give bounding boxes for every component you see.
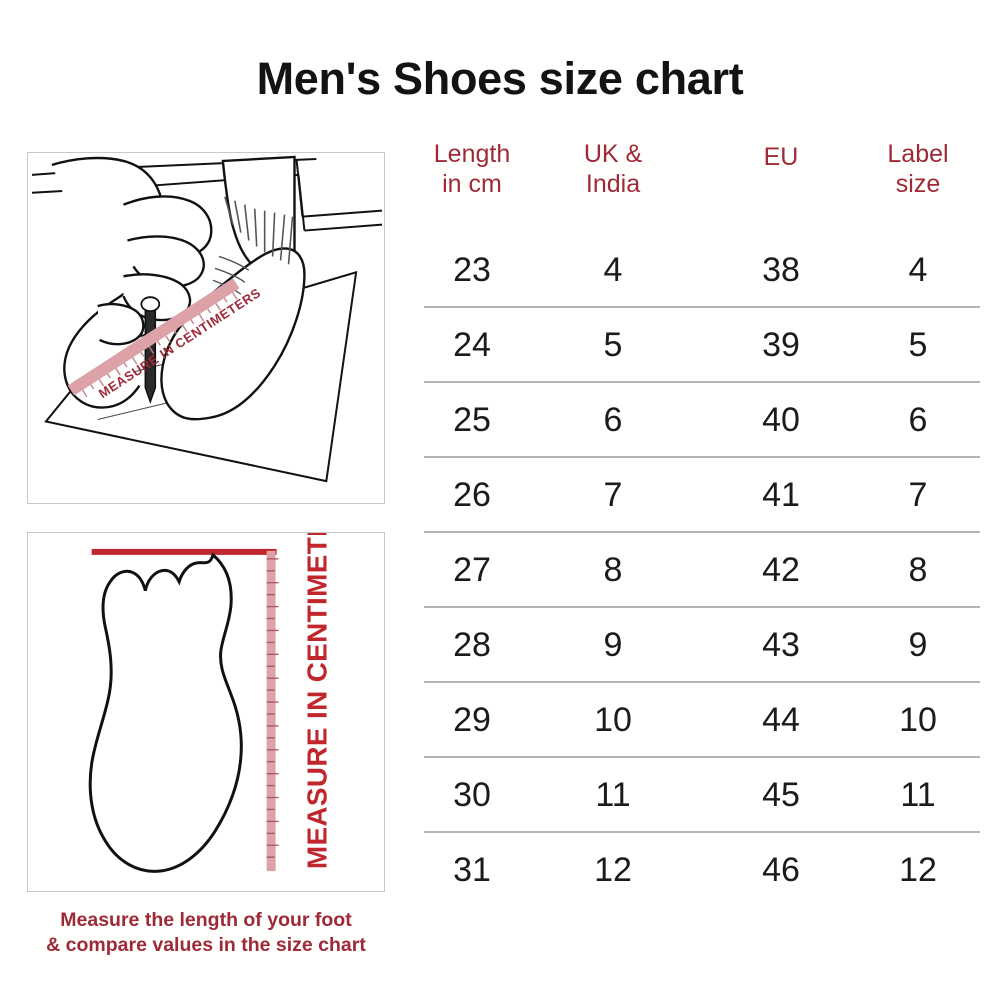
- table-cell: 24: [424, 306, 520, 382]
- table-cell: 12: [856, 831, 980, 906]
- shoe-size-table: Length in cm UK & India EU Label size: [424, 140, 980, 906]
- table-cell: 11: [856, 756, 980, 832]
- column-header-length: Length in cm: [424, 140, 520, 233]
- table-cell: 6: [520, 381, 706, 457]
- table-cell: 39: [706, 306, 856, 382]
- table-cell: 30: [424, 756, 520, 832]
- table-cell: 7: [856, 456, 980, 532]
- column-header-uk-india-line1: UK &: [583, 140, 643, 168]
- table-cell: 28: [424, 606, 520, 682]
- table-cell: 8: [520, 531, 706, 607]
- size-conversion-table: Length in cm UK & India EU Label size: [424, 140, 980, 906]
- table-row: 25 6 40 6: [424, 381, 980, 457]
- table-row: 31 12 46 12: [424, 831, 980, 906]
- table-header: Length in cm UK & India EU Label size: [424, 140, 980, 233]
- table-row: 28 9 43 9: [424, 606, 980, 682]
- table-cell: 40: [706, 381, 856, 457]
- table-cell: 4: [908, 250, 928, 289]
- table-cell: 26: [424, 456, 520, 532]
- table-cell: 45: [706, 756, 856, 832]
- table-cell: 4: [603, 250, 623, 289]
- table-cell: 7: [520, 456, 706, 532]
- table-cell: 8: [856, 531, 980, 607]
- table-cell: 31: [424, 831, 520, 906]
- table-cell: 9: [856, 606, 980, 682]
- table-cell: 41: [706, 456, 856, 532]
- measure-instruction-caption: Measure the length of your foot & compar…: [27, 908, 385, 958]
- table-cell: 46: [706, 831, 856, 906]
- foot-outline-shape: [88, 552, 243, 873]
- table-header-row: Length in cm UK & India EU Label size: [424, 140, 980, 233]
- table-row: 27 8 42 8: [424, 531, 980, 607]
- caption-line-1: Measure the length of your foot: [60, 909, 352, 931]
- column-header-label-size-line1: Label: [887, 140, 949, 168]
- caption-line-2: & compare values in the size chart: [46, 933, 366, 956]
- table-row: 24 5 39 5: [424, 306, 980, 382]
- table-cell: 42: [706, 531, 856, 607]
- table-row: 30 11 45 11: [424, 756, 980, 832]
- table-body: 23 4 38 4 24 5 39 5 25 6 40 6 26 7 41 7 27 8 42 8 28 9 43 9 29 10…: [424, 233, 980, 906]
- table-cell: 10: [520, 681, 706, 757]
- column-header-length-line2: in cm: [442, 169, 502, 198]
- foot-on-paper-measuring-illustration: MEASURE IN CENTIMETERS: [27, 152, 385, 504]
- table-cell: 38: [762, 250, 800, 289]
- table-row: 23 4 38 4: [424, 233, 980, 307]
- table-cell: 44: [706, 681, 856, 757]
- column-header-length-line1: Length: [433, 140, 511, 168]
- table-cell: 10: [856, 681, 980, 757]
- table-cell: 27: [424, 531, 520, 607]
- table-cell: 9: [520, 606, 706, 682]
- foot-length-marker-bar: [91, 548, 277, 555]
- column-header-label-size: Label size: [856, 140, 980, 233]
- page-title: Men's Shoes size chart: [256, 53, 744, 104]
- table-cell: 23: [453, 250, 491, 289]
- table-cell: 5: [856, 306, 980, 382]
- table-cell: 29: [424, 681, 520, 757]
- column-header-uk-india-line2: India: [585, 169, 641, 198]
- column-header-eu: EU: [706, 140, 856, 233]
- illustration-column: MEASURE IN CENTIMETERS: [27, 152, 385, 892]
- foot-outline-with-ruler-illustration: MEASURE IN CENTIMETERS: [27, 532, 385, 892]
- column-header-eu-line1: EU: [763, 142, 799, 171]
- column-header-label-size-line2: size: [895, 169, 941, 198]
- table-row: 29 10 44 10: [424, 681, 980, 757]
- column-header-uk-india: UK & India: [520, 140, 706, 233]
- table-cell: 43: [706, 606, 856, 682]
- table-cell: 11: [520, 756, 706, 832]
- table-cell: 5: [520, 306, 706, 382]
- table-cell: 12: [520, 831, 706, 906]
- table-cell: 6: [856, 381, 980, 457]
- bottom-ruler-label: MEASURE IN CENTIMETERS: [301, 533, 332, 869]
- vertical-ruler: [266, 550, 279, 872]
- table-row: 26 7 41 7: [424, 456, 980, 532]
- table-cell: 25: [424, 381, 520, 457]
